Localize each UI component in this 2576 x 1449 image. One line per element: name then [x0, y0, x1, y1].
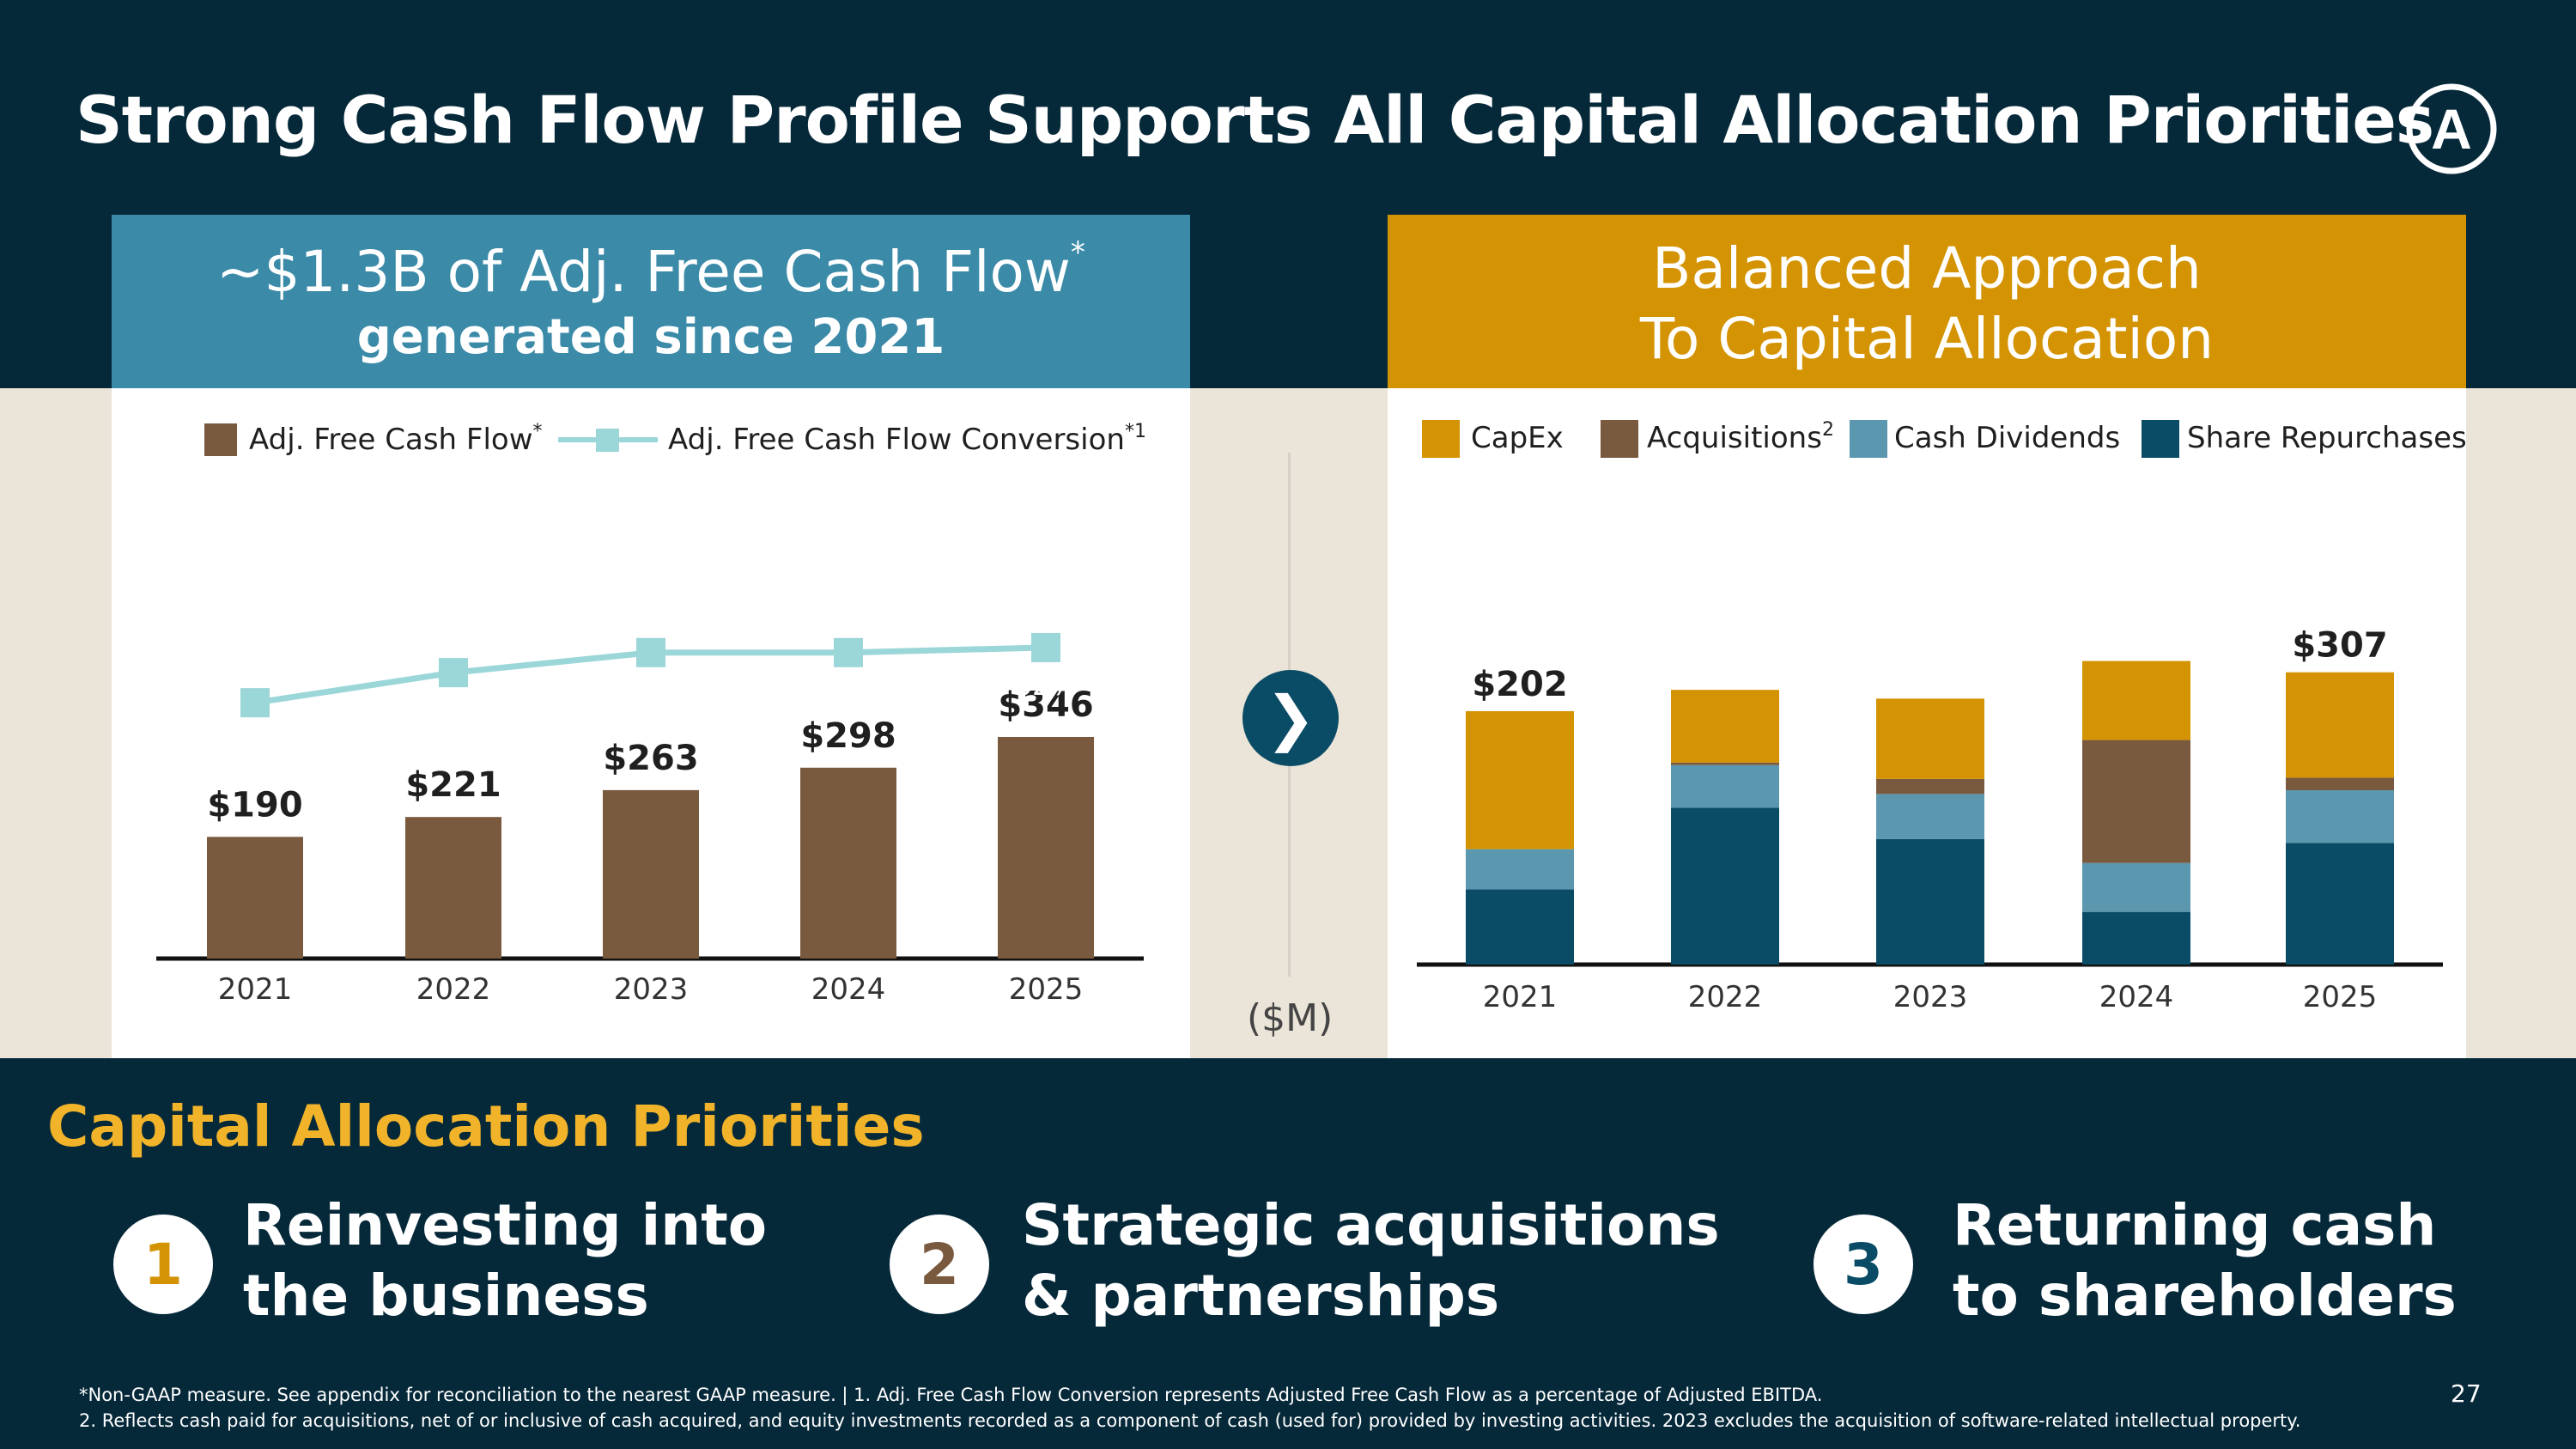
- legend-swatch-repurchases: [2142, 420, 2179, 458]
- total-label-2025: $307: [2292, 626, 2387, 666]
- conversion-marker-2022: [439, 658, 468, 688]
- stack-capex-2023: [1876, 698, 1984, 779]
- right-header-line2: To Capital Allocation: [1639, 306, 2215, 372]
- logo-letter: A: [2431, 97, 2472, 161]
- stack-share-repurchases-2022: [1671, 807, 1779, 965]
- stack-acquisitions-2025: [2286, 777, 2394, 790]
- conversion-label-2022: 57%: [421, 699, 486, 734]
- legend-swatch-acquisitions: [1601, 420, 1638, 458]
- fcf-bar-2022: [405, 817, 501, 959]
- conversion-marker-2021: [240, 688, 270, 718]
- x-tick-left-2021: 2021: [218, 972, 293, 1007]
- stack-capex-2022: [1671, 690, 1779, 763]
- stack-share-repurchases-2023: [1876, 838, 1984, 965]
- footnote-line1: *Non-GAAP measure. See appendix for reco…: [79, 1385, 1823, 1405]
- priority-1-line2: the business: [243, 1263, 649, 1329]
- stack-share-repurchases-2024: [2082, 911, 2190, 965]
- left-header-main-text: ~$1.3B of Adj. Free Cash Flow*: [216, 235, 1085, 305]
- fcf-bar-2021: [207, 837, 303, 959]
- priority-1-line1: Reinvesting into: [243, 1192, 768, 1258]
- stack-cash-dividends-2024: [2082, 862, 2190, 912]
- legend-swatch-dividends: [1850, 420, 1887, 458]
- fcf-value-label-2024: $298: [800, 716, 896, 756]
- conversion-label-2024: 61%: [816, 673, 881, 708]
- priority-number-2: 2: [890, 1215, 989, 1314]
- fcf-value-label-2022: $221: [405, 765, 501, 805]
- stack-acquisitions-2023: [1876, 778, 1984, 795]
- stack-cash-dividends-2025: [2286, 789, 2394, 843]
- chevron-right-icon: ❯: [1242, 670, 1339, 766]
- legend-label-conversion: Adj. Free Cash Flow Conversion*1: [668, 421, 1146, 457]
- fcf-value-label-2021: $190: [207, 785, 302, 825]
- left-panel-header: ~$1.3B of Adj. Free Cash Flow* generated…: [112, 215, 1190, 388]
- x-tick-right-2025: 2025: [2303, 980, 2378, 1014]
- stack-cash-dividends-2023: [1876, 794, 1984, 839]
- priority-3-line1: Returning cash: [1953, 1192, 2437, 1258]
- legend-swatch-capex: [1422, 420, 1460, 458]
- x-tick-right-2022: 2022: [1688, 980, 1763, 1014]
- fcf-bar-2024: [800, 767, 896, 959]
- legend-label-repurchases: Share Repurchases: [2187, 421, 2467, 455]
- fcf-value-label-2025: $346: [998, 685, 1093, 725]
- footnote-line2: 2. Reflects cash paid for acquisitions, …: [79, 1410, 2301, 1431]
- page-title: Strong Cash Flow Profile Supports All Ca…: [76, 82, 2434, 158]
- legend-line-icon: [558, 429, 658, 452]
- x-tick-left-2022: 2022: [416, 972, 491, 1007]
- stack-share-repurchases-2021: [1466, 889, 1574, 965]
- units-label: ($M): [1247, 996, 1334, 1040]
- right-header-line1: Balanced Approach: [1652, 235, 2202, 301]
- left-header-subtext: generated since 2021: [356, 309, 945, 365]
- x-tick-left-2025: 2025: [1009, 972, 1084, 1007]
- conversion-label-2025: 62%: [1013, 668, 1078, 703]
- x-tick-right-2023: 2023: [1893, 980, 1968, 1014]
- fcf-bar-2023: [603, 789, 699, 959]
- x-tick-right-2024: 2024: [2099, 980, 2174, 1014]
- legend-label-capex: CapEx: [1471, 421, 1564, 455]
- stack-capex-2021: [1466, 710, 1574, 849]
- x-tick-left-2023: 2023: [614, 972, 689, 1007]
- legend-label-acquisitions: Acquisitions2: [1647, 419, 1834, 455]
- priorities-heading: Capital Allocation Priorities: [47, 1093, 925, 1160]
- stack-cash-dividends-2021: [1466, 849, 1574, 890]
- page-number: 27: [2451, 1379, 2482, 1408]
- stack-acquisitions-2024: [2082, 740, 2190, 863]
- stack-share-repurchases-2025: [2286, 843, 2394, 965]
- company-logo: A: [2406, 83, 2497, 174]
- fcf-value-label-2023: $263: [603, 739, 698, 778]
- conversion-marker-2024: [834, 637, 863, 667]
- legend-label-fcf: Adj. Free Cash Flow*: [249, 421, 543, 457]
- conversion-label-2023: 61%: [618, 673, 683, 708]
- legend-label-dividends: Cash Dividends: [1894, 421, 2121, 455]
- right-panel-header: Balanced Approach To Capital Allocation: [1388, 215, 2466, 388]
- legend-swatch-fcf: [204, 423, 237, 456]
- priority-3-line2: to shareholders: [1953, 1263, 2457, 1329]
- x-tick-left-2024: 2024: [811, 972, 886, 1007]
- conversion-marker-2023: [636, 637, 665, 667]
- priority-number-3: 3: [1814, 1215, 1913, 1314]
- total-label-2021: $202: [1472, 665, 1567, 704]
- priority-2-line2: & partnerships: [1022, 1263, 1500, 1329]
- x-tick-right-2021: 2021: [1483, 980, 1558, 1014]
- stack-capex-2024: [2082, 661, 2190, 740]
- conversion-marker-2025: [1031, 632, 1060, 662]
- stack-cash-dividends-2022: [1671, 764, 1779, 808]
- stack-capex-2025: [2286, 672, 2394, 778]
- priority-2-line1: Strategic acquisitions: [1022, 1192, 1720, 1258]
- priority-number-1: 1: [113, 1215, 213, 1314]
- fcf-bar-2025: [998, 736, 1094, 959]
- stack-acquisitions-2022: [1671, 762, 1779, 765]
- conversion-label-2021: 51%: [222, 729, 288, 764]
